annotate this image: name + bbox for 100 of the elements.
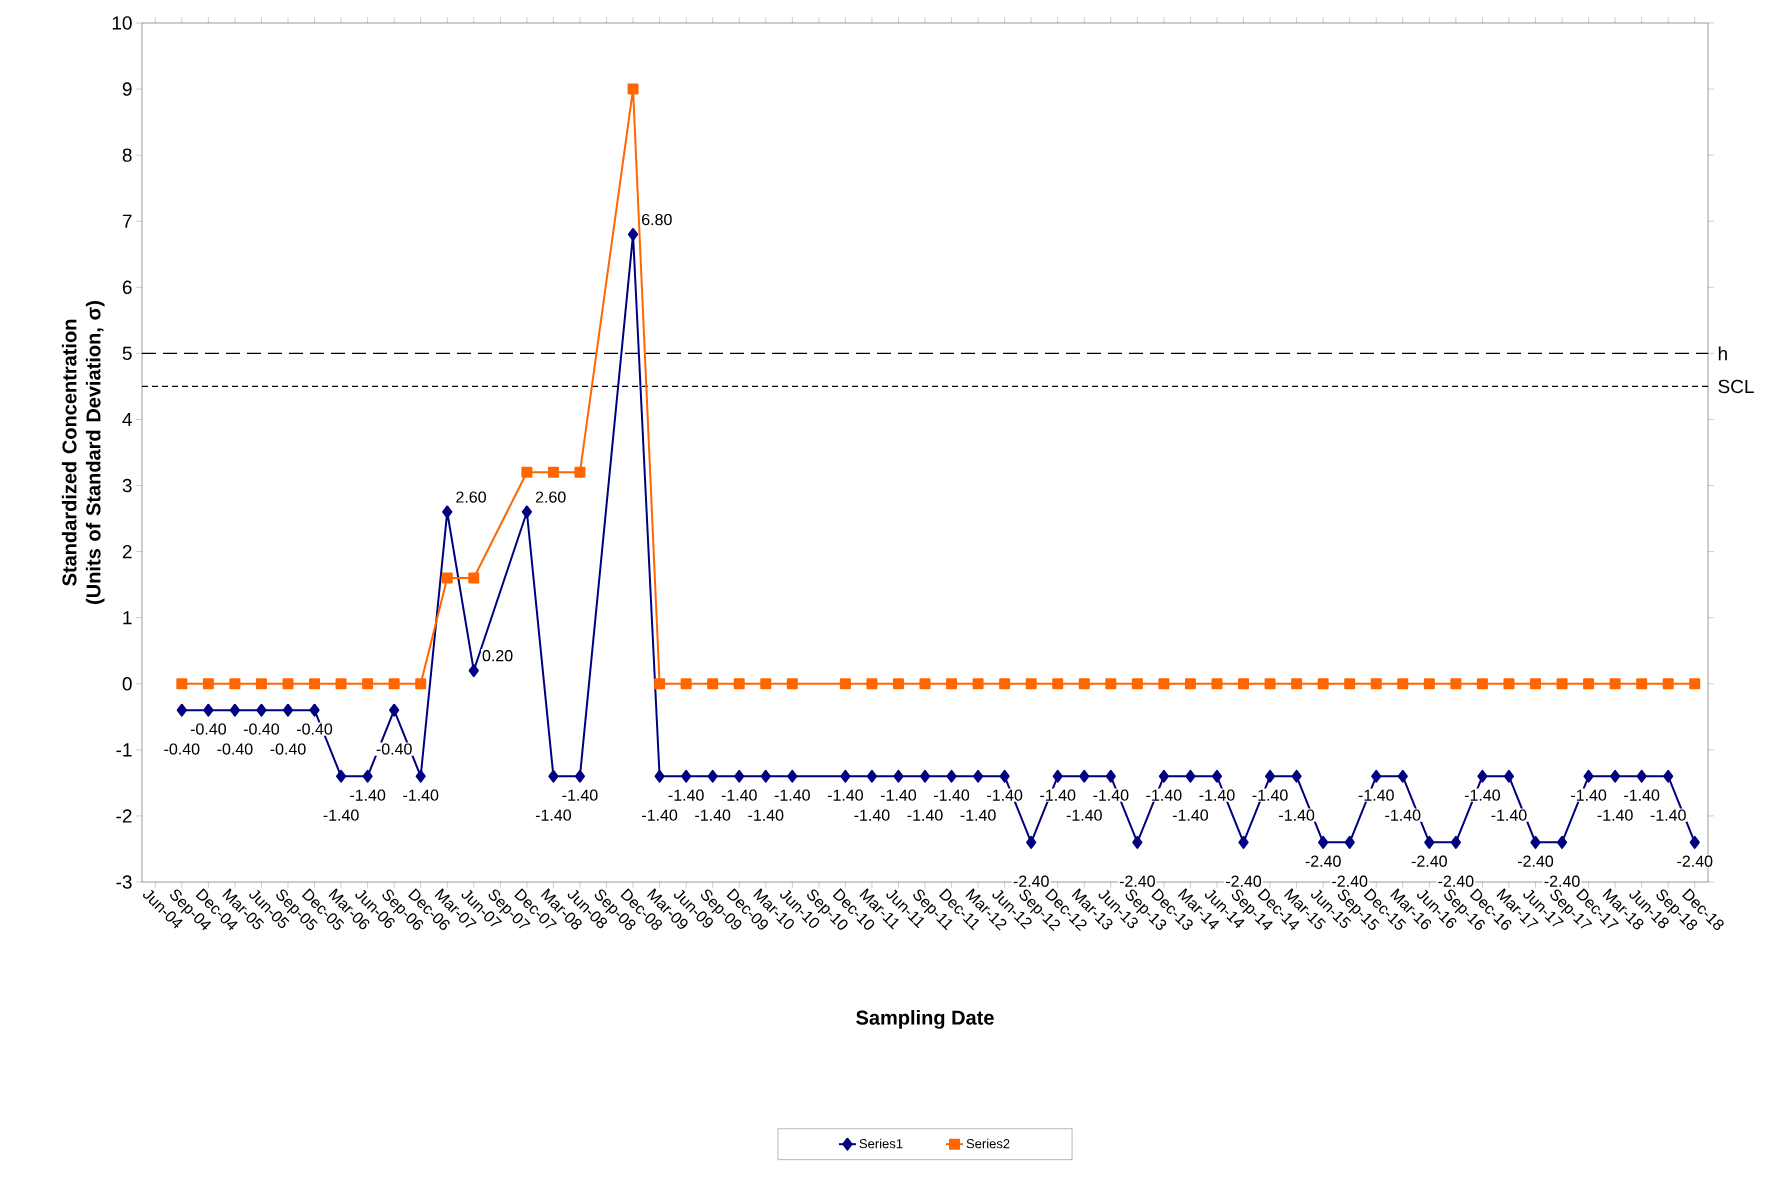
point bbox=[1317, 678, 1329, 690]
point bbox=[1291, 769, 1302, 783]
point bbox=[1450, 835, 1461, 849]
point bbox=[1078, 678, 1090, 690]
data-label: -2.40 bbox=[1411, 855, 1447, 867]
data-label: -1.40 bbox=[827, 789, 863, 801]
data-label: -2.40 bbox=[1438, 875, 1474, 887]
point bbox=[1211, 678, 1223, 690]
legend-label: Series2 bbox=[966, 1138, 1010, 1149]
point bbox=[176, 703, 187, 717]
point bbox=[229, 678, 241, 690]
data-label: -1.40 bbox=[1252, 789, 1288, 801]
point bbox=[866, 678, 878, 690]
point bbox=[335, 678, 347, 690]
y-tick-label: 10 bbox=[112, 16, 132, 30]
point bbox=[733, 678, 745, 690]
point bbox=[919, 769, 931, 783]
data-label: -1.40 bbox=[880, 789, 917, 801]
point bbox=[1556, 678, 1568, 690]
point bbox=[787, 769, 798, 783]
point bbox=[707, 678, 719, 690]
point bbox=[1211, 769, 1223, 783]
data-label: -1.40 bbox=[535, 809, 572, 821]
point bbox=[1291, 678, 1303, 690]
y-axis-title: Standardized Concentration (Units of Standard Deviation, σ) bbox=[61, 301, 105, 604]
ref-line-label: SCL bbox=[1718, 379, 1754, 394]
data-label: -0.40 bbox=[243, 723, 280, 735]
data-label: -0.40 bbox=[164, 743, 200, 755]
point bbox=[574, 466, 586, 478]
point bbox=[1052, 769, 1063, 783]
data-label: -2.40 bbox=[1119, 875, 1155, 887]
point bbox=[1238, 835, 1249, 849]
point bbox=[256, 703, 267, 717]
data-label: -2.40 bbox=[1226, 875, 1262, 887]
point bbox=[1344, 835, 1355, 849]
point bbox=[1079, 769, 1090, 783]
point bbox=[441, 572, 453, 584]
data-label: -1.40 bbox=[748, 809, 784, 821]
point bbox=[1185, 769, 1196, 783]
point bbox=[839, 678, 851, 690]
point bbox=[760, 678, 772, 690]
data-label: -1.40 bbox=[1464, 789, 1501, 801]
point bbox=[760, 769, 771, 783]
point bbox=[1131, 678, 1143, 690]
data-label: -1.40 bbox=[1385, 809, 1421, 821]
point bbox=[892, 678, 904, 690]
point bbox=[255, 678, 267, 690]
data-label: -1.40 bbox=[1279, 809, 1315, 821]
point bbox=[202, 678, 214, 690]
point bbox=[627, 83, 639, 95]
y-tick-label: -1 bbox=[116, 743, 132, 757]
data-label: -1.40 bbox=[934, 789, 970, 801]
point bbox=[680, 678, 692, 690]
data-label: 2.60 bbox=[535, 491, 566, 503]
point bbox=[1609, 769, 1621, 783]
data-label: -1.40 bbox=[695, 809, 731, 821]
point bbox=[972, 678, 984, 690]
point bbox=[972, 769, 984, 783]
point bbox=[176, 678, 188, 690]
data-label: -1.40 bbox=[1624, 789, 1660, 801]
data-label: -1.40 bbox=[642, 809, 678, 821]
y-tick-label: 3 bbox=[122, 478, 132, 493]
data-label: -0.40 bbox=[190, 723, 226, 735]
point bbox=[681, 769, 692, 783]
point bbox=[1636, 678, 1648, 690]
y-tick-label: 5 bbox=[122, 346, 132, 361]
point bbox=[548, 769, 559, 783]
point bbox=[1530, 835, 1541, 849]
y-tick-label: -2 bbox=[116, 809, 132, 823]
data-label: -1.40 bbox=[668, 789, 704, 801]
data-label: -2.40 bbox=[1332, 875, 1368, 887]
point bbox=[389, 703, 400, 717]
point bbox=[919, 678, 931, 690]
point bbox=[1503, 769, 1515, 783]
point bbox=[1264, 678, 1276, 690]
data-label: -1.40 bbox=[721, 789, 757, 801]
y-tick-label: -3 bbox=[116, 875, 132, 889]
y-tick-label: 9 bbox=[122, 82, 132, 96]
point bbox=[893, 769, 904, 783]
data-label: -1.40 bbox=[1597, 809, 1633, 821]
point bbox=[1184, 678, 1196, 690]
y-tick-label: 6 bbox=[122, 280, 132, 295]
point bbox=[1689, 835, 1700, 849]
data-label: -1.40 bbox=[1146, 789, 1182, 801]
data-label: -1.40 bbox=[562, 789, 598, 801]
point bbox=[1132, 835, 1143, 849]
point bbox=[1158, 769, 1170, 783]
point bbox=[229, 703, 241, 717]
data-label: -0.40 bbox=[270, 743, 306, 755]
point bbox=[946, 769, 957, 783]
point bbox=[442, 505, 453, 519]
point bbox=[415, 769, 426, 783]
data-label: -0.40 bbox=[376, 743, 412, 755]
point bbox=[309, 703, 320, 717]
data-label: -1.40 bbox=[987, 789, 1023, 801]
data-label: -1.40 bbox=[1650, 809, 1686, 821]
point bbox=[1477, 769, 1488, 783]
y-tick-label: 4 bbox=[122, 412, 132, 426]
point bbox=[1025, 678, 1037, 690]
point bbox=[1397, 678, 1409, 690]
